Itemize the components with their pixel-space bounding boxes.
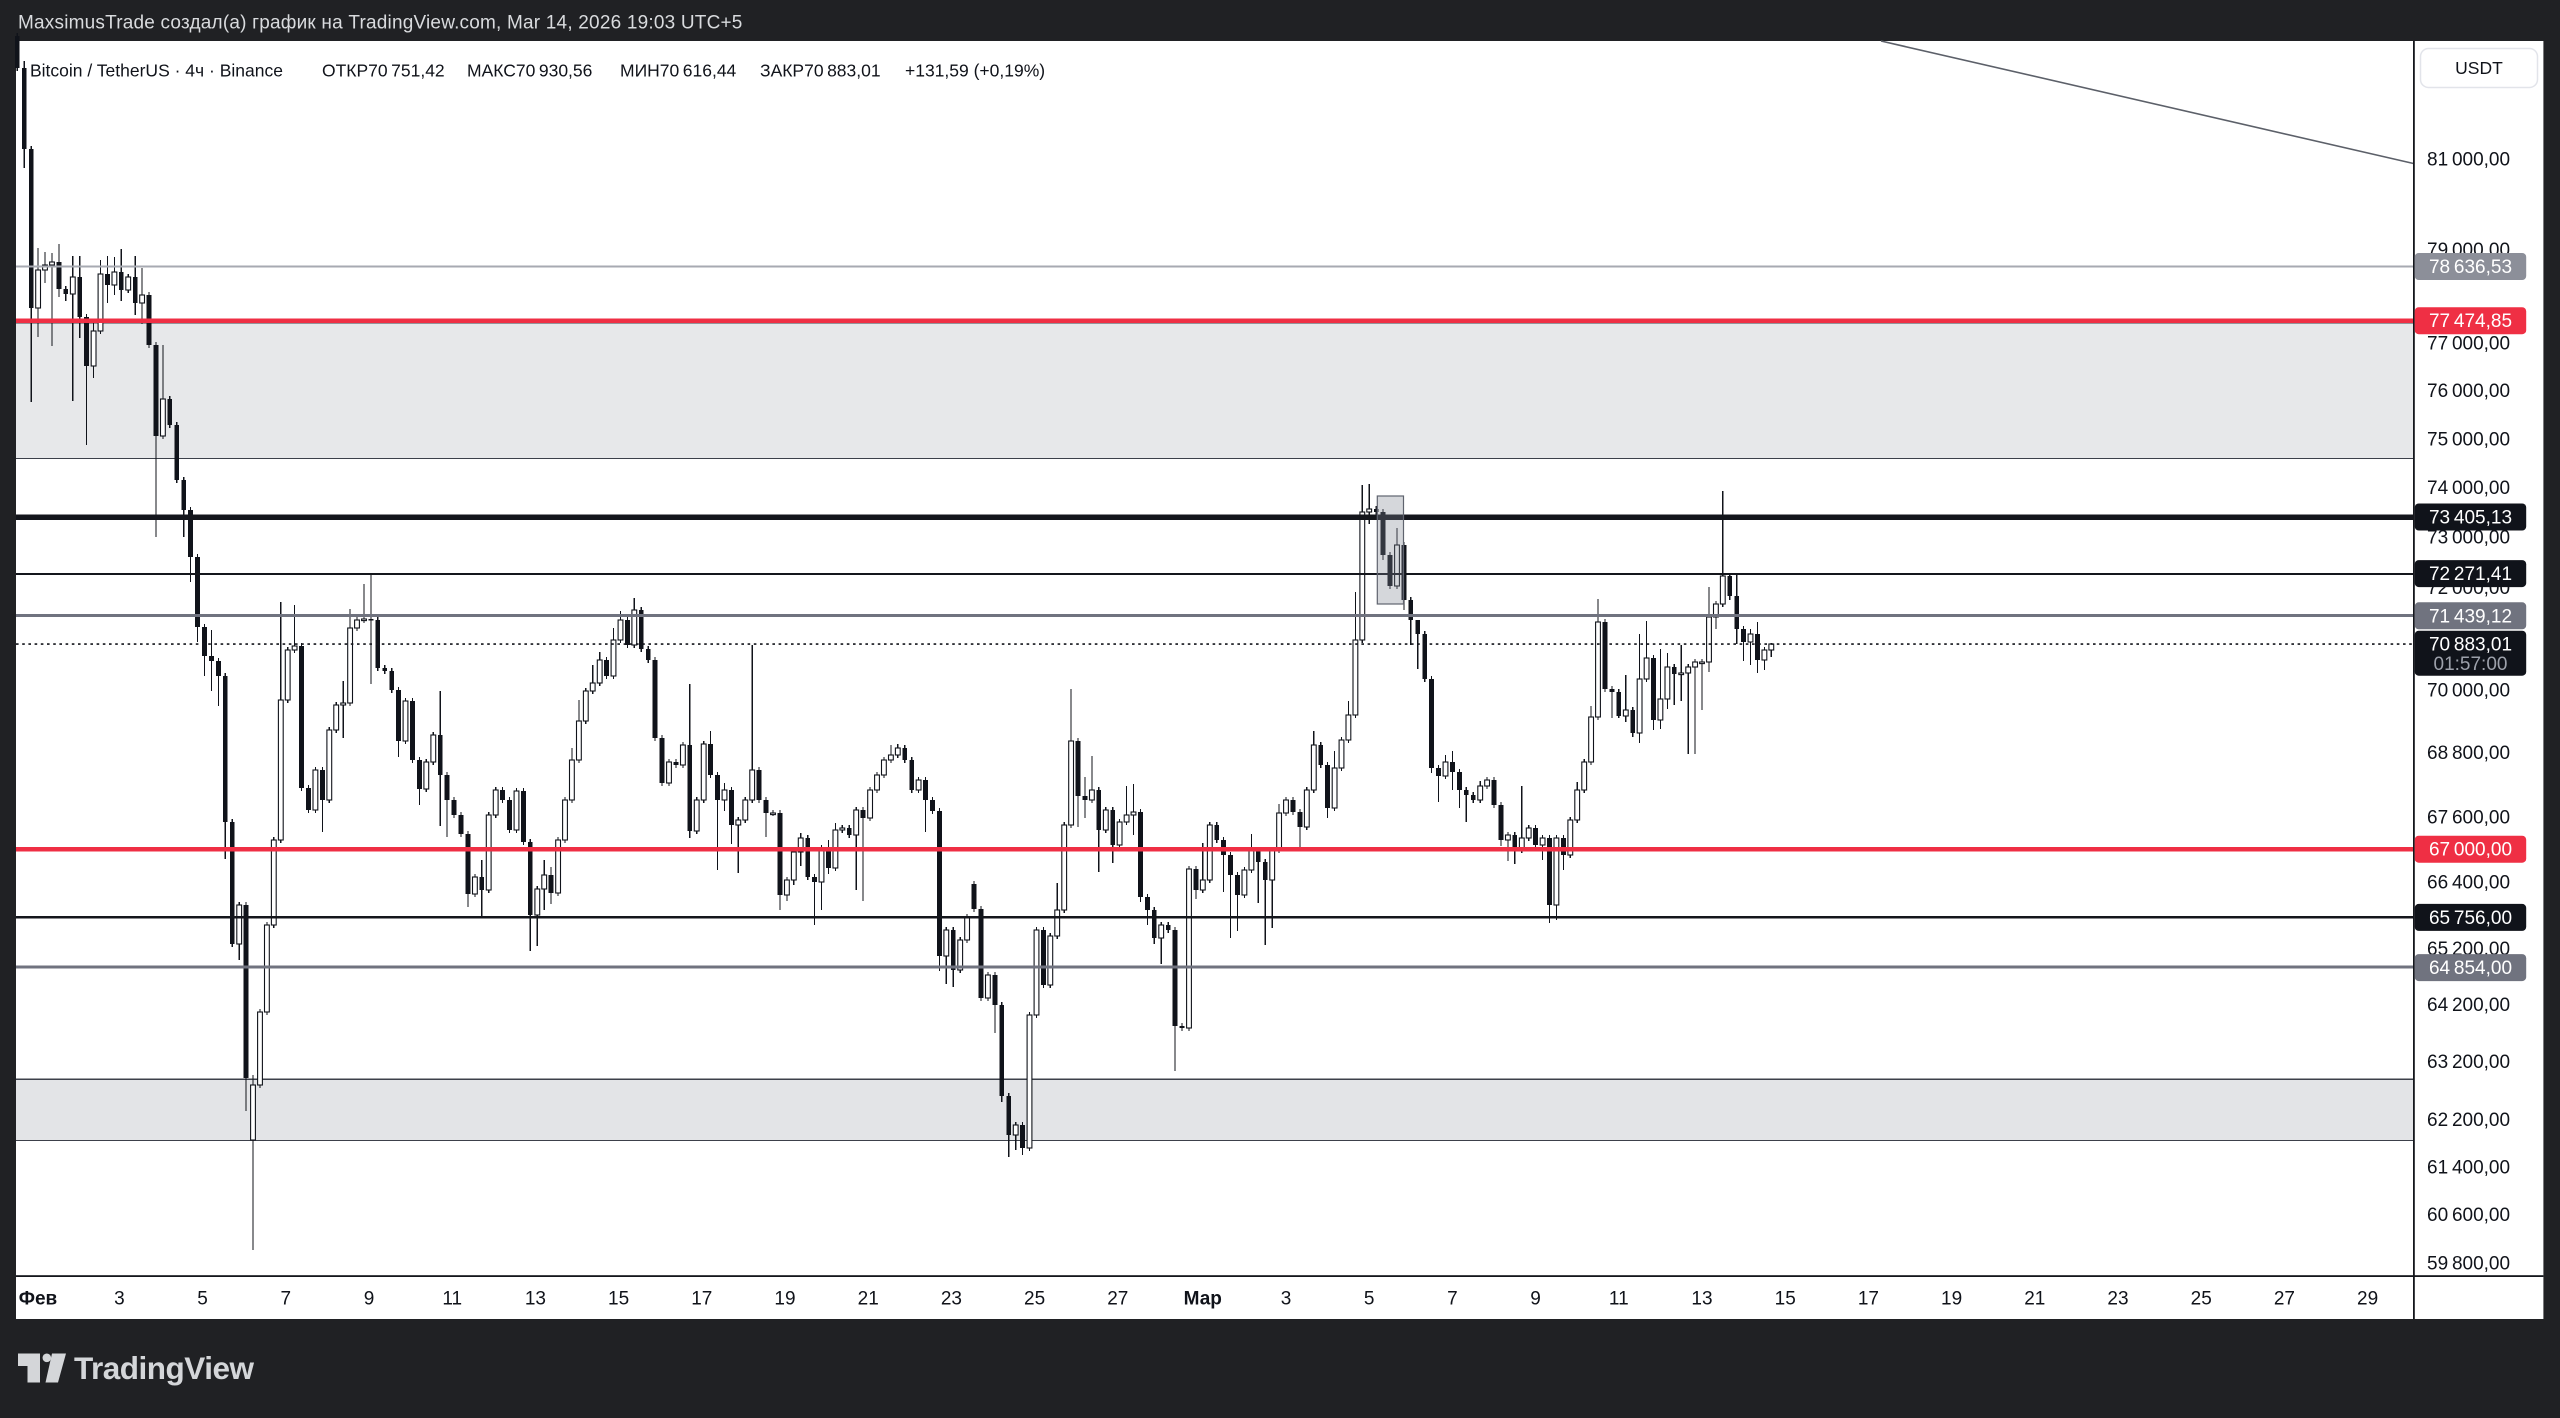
svg-text:23: 23 <box>941 1289 962 1310</box>
svg-text:9: 9 <box>364 1289 375 1310</box>
svg-text:Мар: Мар <box>1184 1289 1222 1310</box>
svg-text:7: 7 <box>281 1289 292 1310</box>
svg-text:25: 25 <box>2191 1289 2212 1310</box>
svg-text:5: 5 <box>1364 1289 1375 1310</box>
svg-text:TradingView: TradingView <box>74 1350 254 1386</box>
svg-text:15: 15 <box>1775 1289 1796 1310</box>
svg-text:68 800,00: 68 800,00 <box>2427 743 2510 764</box>
svg-text:Фев: Фев <box>19 1289 57 1310</box>
svg-text:5: 5 <box>197 1289 208 1310</box>
svg-text:67 600,00: 67 600,00 <box>2427 807 2510 828</box>
svg-text:70 883,01: 70 883,01 <box>2429 635 2512 656</box>
svg-text:67 000,00: 67 000,00 <box>2429 840 2512 861</box>
svg-text:78 636,53: 78 636,53 <box>2429 257 2512 278</box>
svg-text:72 271,41: 72 271,41 <box>2429 564 2512 585</box>
svg-text:19: 19 <box>774 1289 795 1310</box>
svg-text:МИН70 616,44: МИН70 616,44 <box>620 61 737 81</box>
svg-text:ЗАКР70 883,01: ЗАКР70 883,01 <box>760 61 881 81</box>
svg-text:63 200,00: 63 200,00 <box>2427 1052 2510 1073</box>
svg-text:29: 29 <box>2357 1289 2378 1310</box>
svg-text:70 000,00: 70 000,00 <box>2427 680 2510 701</box>
svg-text:23: 23 <box>2107 1289 2128 1310</box>
svg-text:74 000,00: 74 000,00 <box>2427 478 2510 499</box>
svg-text:21: 21 <box>858 1289 879 1310</box>
svg-text:3: 3 <box>1281 1289 1292 1310</box>
svg-text:13: 13 <box>525 1289 546 1310</box>
svg-text:Bitcoin / TetherUS · 4ч · Bina: Bitcoin / TetherUS · 4ч · Binance <box>30 61 283 81</box>
svg-text:64 200,00: 64 200,00 <box>2427 995 2510 1016</box>
svg-text:21: 21 <box>2024 1289 2045 1310</box>
svg-text:MaxsimusTrade создал(а) график: MaxsimusTrade создал(а) график на Tradin… <box>18 13 743 34</box>
svg-text:75 000,00: 75 000,00 <box>2427 429 2510 450</box>
svg-text:62 200,00: 62 200,00 <box>2427 1110 2510 1131</box>
svg-text:15: 15 <box>608 1289 629 1310</box>
svg-text:17: 17 <box>691 1289 712 1310</box>
svg-text:25: 25 <box>1024 1289 1045 1310</box>
svg-text:66 400,00: 66 400,00 <box>2427 872 2510 893</box>
svg-text:01:57:00: 01:57:00 <box>2434 654 2508 675</box>
svg-text:19: 19 <box>1941 1289 1962 1310</box>
svg-text:27: 27 <box>2274 1289 2295 1310</box>
svg-text:71 439,12: 71 439,12 <box>2429 606 2512 627</box>
svg-text:3: 3 <box>114 1289 125 1310</box>
svg-text:11: 11 <box>1609 1289 1629 1310</box>
svg-text:73 000,00: 73 000,00 <box>2427 528 2510 549</box>
svg-text:МАКС70 930,56: МАКС70 930,56 <box>467 61 592 81</box>
svg-text:13: 13 <box>1691 1289 1712 1310</box>
svg-text:64 854,00: 64 854,00 <box>2429 958 2512 979</box>
svg-text:60 600,00: 60 600,00 <box>2427 1205 2510 1226</box>
svg-text:+131,59 (+0,19%): +131,59 (+0,19%) <box>905 61 1045 81</box>
svg-text:7: 7 <box>1447 1289 1458 1310</box>
svg-text:27: 27 <box>1107 1289 1128 1310</box>
svg-text:61 400,00: 61 400,00 <box>2427 1157 2510 1178</box>
svg-text:77 000,00: 77 000,00 <box>2427 334 2510 355</box>
svg-text:USDT: USDT <box>2455 58 2503 78</box>
svg-text:9: 9 <box>1530 1289 1541 1310</box>
svg-text:17: 17 <box>1858 1289 1879 1310</box>
svg-text:ОТКР70 751,42: ОТКР70 751,42 <box>322 61 445 81</box>
svg-text:59 800,00: 59 800,00 <box>2427 1253 2510 1274</box>
svg-text:73 405,13: 73 405,13 <box>2429 508 2512 529</box>
svg-text:81 000,00: 81 000,00 <box>2427 149 2510 170</box>
svg-text:11: 11 <box>442 1289 462 1310</box>
svg-text:77 474,85: 77 474,85 <box>2429 311 2512 332</box>
svg-text:76 000,00: 76 000,00 <box>2427 381 2510 402</box>
svg-text:65 756,00: 65 756,00 <box>2429 908 2512 929</box>
